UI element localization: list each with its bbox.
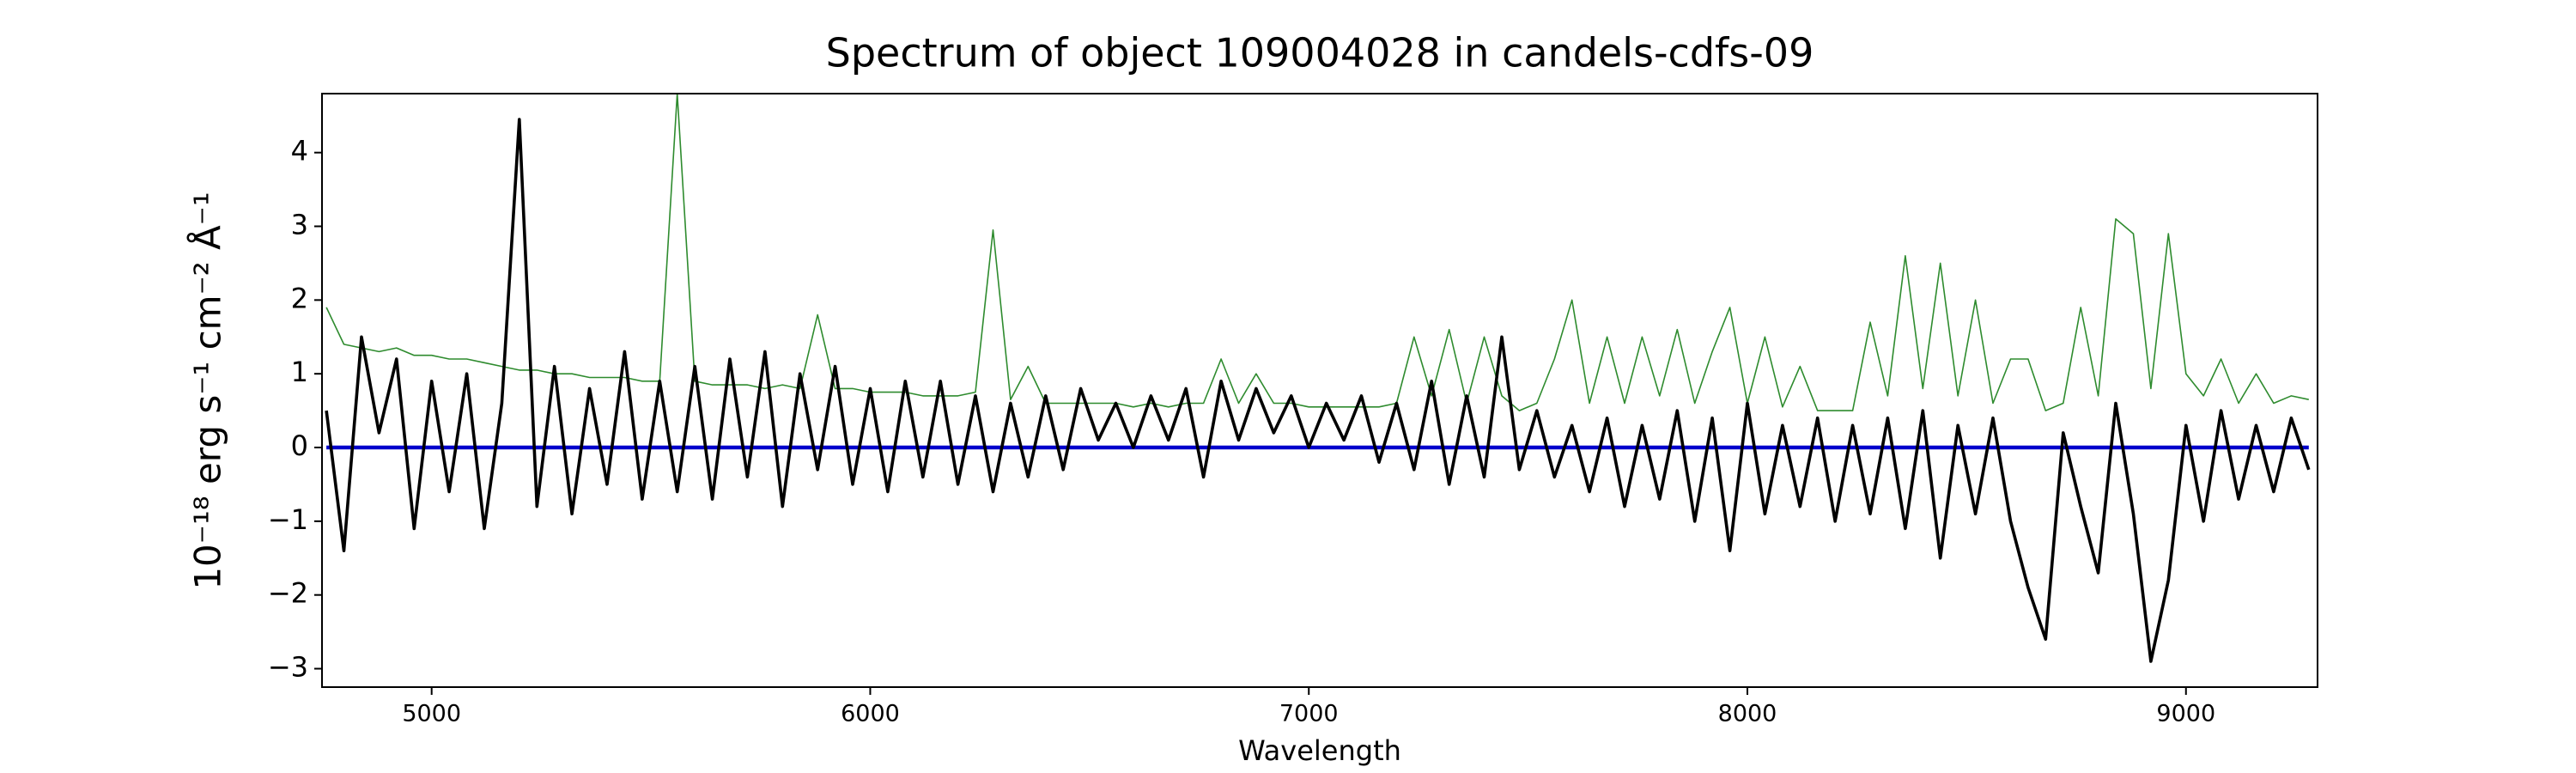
y-axis-label: 10⁻¹⁸ erg s⁻¹ cm⁻² Å⁻¹ <box>186 192 229 589</box>
y-tick-label: 0 <box>291 429 308 462</box>
x-tick-label: 5000 <box>402 701 461 727</box>
x-tick-label: 9000 <box>2156 701 2215 727</box>
y-tick-label: 1 <box>291 356 308 388</box>
x-tick-label: 8000 <box>1718 701 1777 727</box>
spectrum-line <box>325 94 2309 411</box>
y-tick-label: 3 <box>291 209 308 241</box>
x-tick-label: 6000 <box>841 701 900 727</box>
y-tick-label: −3 <box>268 651 308 684</box>
y-tick-label: −2 <box>268 577 308 610</box>
spectrum-line <box>325 118 2311 663</box>
y-tick-label: 4 <box>291 135 308 167</box>
x-tick-label: 7000 <box>1279 701 1339 727</box>
y-tick-label: 2 <box>291 282 308 314</box>
chart-title: Spectrum of object 109004028 in candels-… <box>826 30 1814 76</box>
x-axis-label: Wavelength <box>1238 734 1401 767</box>
y-tick-label: −1 <box>268 503 308 536</box>
plot-frame <box>321 93 2318 688</box>
